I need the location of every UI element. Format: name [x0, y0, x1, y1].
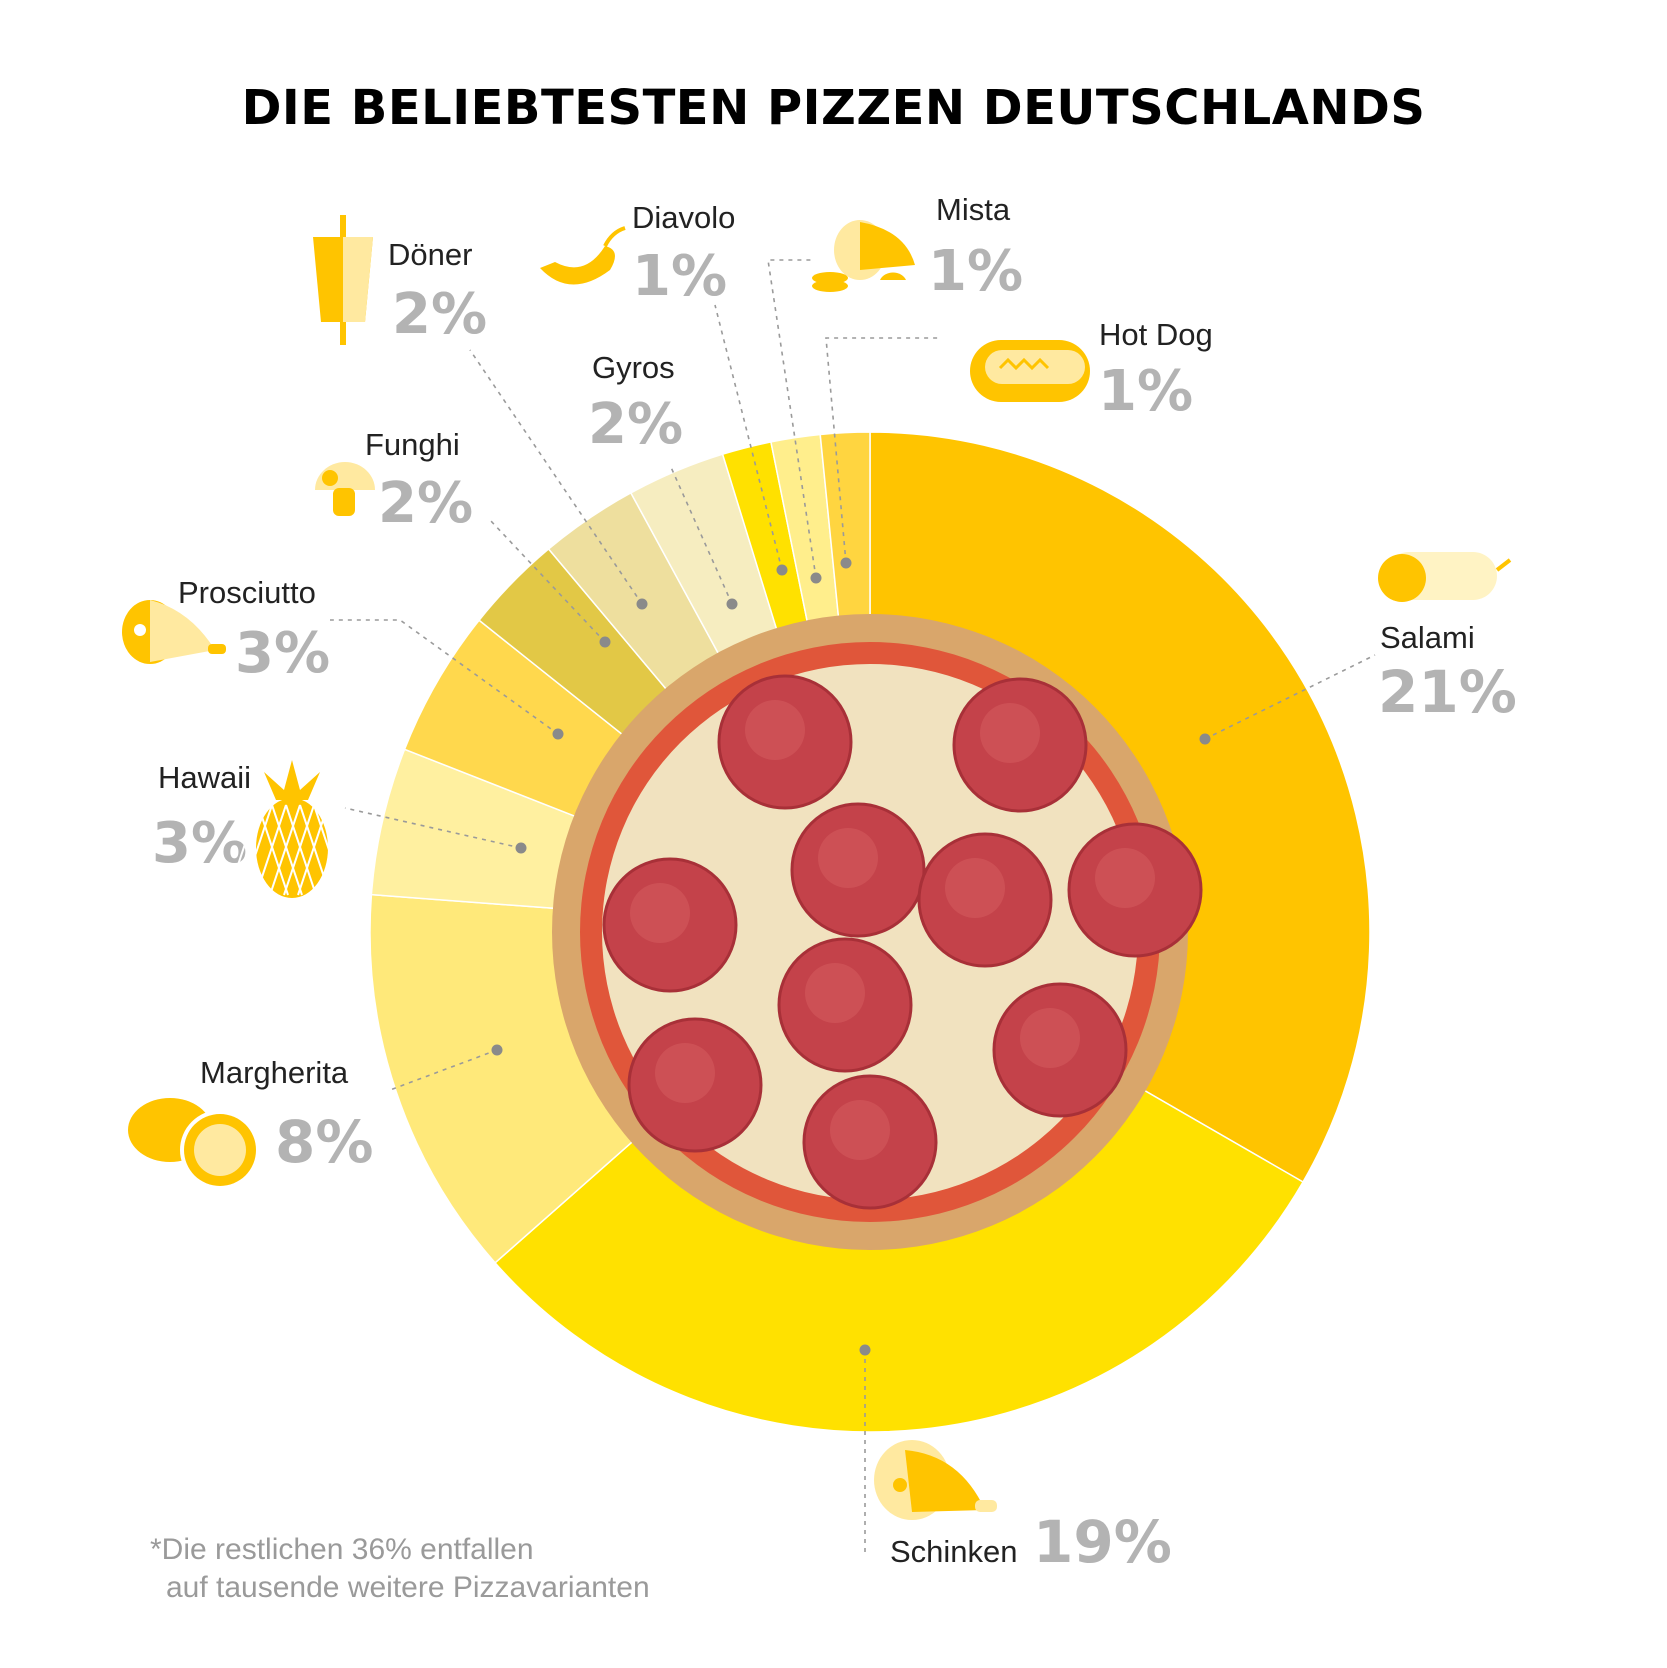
slice-label-name: Salami — [1380, 620, 1475, 655]
slice-label-name: Döner — [388, 237, 472, 272]
slice-label-value: 3% — [235, 621, 330, 686]
salami-icon — [1378, 552, 1512, 602]
tomato-icon — [128, 1098, 260, 1190]
slice-label-value: 21% — [1378, 658, 1517, 726]
footnote: *Die restlichen 36% entfallen auf tausen… — [150, 1531, 650, 1607]
leader-line — [489, 519, 606, 643]
leader-line — [669, 464, 733, 605]
leader-dot — [515, 842, 527, 854]
slice-label-name: Diavolo — [632, 200, 735, 235]
leader-dot — [491, 1044, 503, 1056]
footnote-line-2: auf tausende weitere Pizzavarianten — [166, 1571, 650, 1604]
slice-label-name: Funghi — [365, 427, 460, 462]
leader-dot — [552, 728, 564, 740]
slice-label-name: Hot Dog — [1099, 317, 1213, 352]
slice-label-name: Prosciutto — [178, 575, 316, 610]
salami-highlight — [805, 963, 865, 1023]
slice-label-value: 1% — [1098, 359, 1193, 424]
salami-highlight — [655, 1043, 715, 1103]
salami-highlight — [745, 700, 805, 760]
doner-icon — [313, 215, 373, 345]
prosciutto-icon — [122, 600, 226, 664]
leader-dot — [776, 564, 788, 576]
mushroom-icon — [315, 462, 375, 516]
slice-label-value: 3% — [152, 811, 247, 876]
leader-line — [344, 807, 522, 849]
leader-line — [330, 619, 559, 735]
leader-line — [714, 304, 783, 571]
salami-highlight — [818, 828, 878, 888]
leader-dot — [1199, 733, 1211, 745]
pie-slices — [369, 431, 1371, 1433]
hotdog-icon — [970, 340, 1090, 402]
mista-icon — [812, 220, 915, 292]
slice-label-value: 19% — [1033, 1508, 1172, 1576]
slice-label-name: Gyros — [592, 350, 675, 385]
leader-line — [389, 1049, 498, 1091]
slice-label-name: Margherita — [200, 1055, 349, 1090]
slice-icons — [122, 215, 1512, 1520]
slice-label-value: 2% — [588, 392, 683, 457]
chili-icon — [540, 226, 626, 285]
leader-line — [825, 337, 940, 564]
pineapple-icon — [227, 760, 359, 898]
leader-line — [767, 259, 817, 579]
leader-dot — [810, 572, 822, 584]
salami-highlight — [980, 703, 1040, 763]
slice-label-name: Schinken — [890, 1534, 1018, 1569]
pizza-photo — [552, 614, 1203, 1250]
leader-lines — [330, 259, 1376, 1555]
salami-highlight — [630, 883, 690, 943]
slice-label-value: 8% — [275, 1108, 373, 1176]
slice-label-name: Hawaii — [158, 760, 251, 795]
slice-label-value: 2% — [378, 471, 473, 536]
salami-highlight — [830, 1100, 890, 1160]
slice-label-value: 2% — [392, 282, 487, 347]
leader-dot — [599, 636, 611, 648]
leader-dot — [726, 598, 738, 610]
ham-icon — [874, 1440, 997, 1520]
slice-label-value: 1% — [928, 239, 1023, 304]
salami-highlight — [1020, 1008, 1080, 1068]
slice-label-name: Mista — [936, 192, 1011, 227]
chart-title: DIE BELIEBTESTEN PIZZEN DEUTSCHLANDS — [241, 80, 1426, 136]
leader-dot — [840, 557, 852, 569]
leader-line — [469, 349, 643, 605]
leader-dot — [636, 598, 648, 610]
salami-highlight — [1095, 848, 1155, 908]
slice-label-value: 1% — [632, 244, 727, 309]
leader-dot — [859, 1344, 871, 1356]
footnote-line-1: *Die restlichen 36% entfallen — [150, 1533, 534, 1566]
salami-highlight — [945, 858, 1005, 918]
